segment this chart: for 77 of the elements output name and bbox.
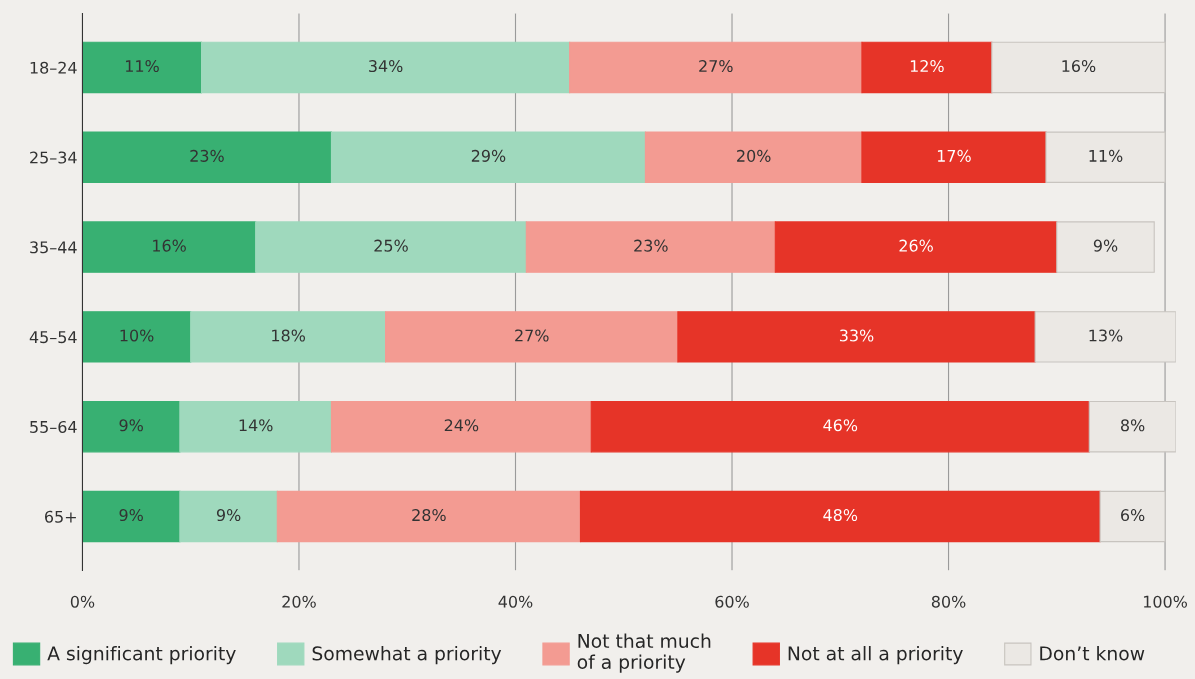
y-tick-label: 45–54 [29, 331, 77, 344]
bar [579, 490, 1101, 543]
x-tick-label: 40% [498, 595, 533, 608]
legend-label: A significant priority [47, 645, 236, 665]
x-tick-label: 60% [715, 595, 749, 608]
data-label: 9% [119, 419, 143, 432]
data-label: 13% [1089, 329, 1123, 342]
bar [200, 41, 571, 94]
bar [1088, 400, 1176, 453]
data-label: 8% [1120, 419, 1145, 432]
y-tick-label: 25–34 [30, 151, 77, 164]
bar [190, 311, 387, 363]
legend-label: Not at all a priority [788, 645, 963, 665]
data-label: 48% [823, 509, 858, 522]
bar [644, 131, 863, 183]
y-tick-label: 18–24 [30, 61, 77, 74]
legend-label: Don’t know [1040, 645, 1145, 661]
bar [82, 490, 181, 543]
data-label: 28% [412, 509, 446, 522]
data-label: 17% [937, 149, 971, 162]
x-tick-label: 20% [282, 595, 316, 608]
data-label: 27% [699, 60, 733, 73]
bar [1056, 221, 1155, 273]
y-tick-label: 55–64 [30, 420, 77, 433]
bar [82, 131, 333, 183]
y-tick-label: 35–44 [30, 241, 77, 254]
data-label: 12% [910, 60, 944, 73]
bar [330, 400, 592, 453]
data-label: 20% [737, 149, 771, 162]
data-label: 26% [899, 239, 933, 252]
data-label: 16% [153, 239, 186, 252]
data-label: 46% [823, 419, 858, 432]
x-tick-label: 0% [70, 595, 95, 608]
data-label: 27% [515, 329, 549, 342]
bar [82, 41, 203, 94]
data-label: 10% [120, 329, 154, 342]
data-label: 6% [1121, 509, 1145, 522]
bar [255, 221, 527, 273]
bar [861, 131, 1047, 183]
data-label: 11% [126, 60, 159, 73]
data-label: 18% [272, 329, 306, 342]
data-label: 24% [444, 419, 479, 432]
bar [330, 131, 646, 183]
data-label: 34% [369, 60, 403, 73]
legend-label: Not that much of a priority [577, 633, 711, 673]
data-label: 23% [190, 149, 224, 162]
legend-label: Somewhat a priority [312, 645, 502, 665]
bar [82, 221, 257, 273]
data-label: 29% [471, 149, 506, 162]
bar [82, 311, 192, 363]
bar [774, 221, 1058, 273]
bar [991, 41, 1166, 94]
bar [1034, 311, 1176, 363]
data-label: 25% [374, 239, 408, 252]
bar [677, 311, 1036, 363]
bar [385, 311, 679, 363]
bar [590, 400, 1090, 453]
x-tick-label: 80% [931, 595, 966, 608]
data-label: 9% [119, 509, 143, 522]
x-tick-label: 100% [1143, 595, 1187, 608]
bar [82, 400, 181, 453]
data-label: 9% [1093, 239, 1118, 252]
bar [861, 41, 993, 94]
data-label: 11% [1089, 149, 1123, 162]
y-tick-label: 65+ [45, 510, 76, 523]
data-label: 23% [634, 239, 668, 252]
bar [179, 490, 278, 543]
bar [525, 221, 776, 273]
bar [1045, 131, 1166, 183]
bar [569, 41, 863, 94]
data-label: 14% [239, 419, 273, 432]
data-label: 16% [1062, 60, 1096, 73]
bar [1099, 490, 1166, 543]
bar [179, 400, 333, 453]
data-label: 33% [839, 329, 874, 342]
bar [276, 490, 582, 543]
data-label: 9% [216, 509, 241, 522]
